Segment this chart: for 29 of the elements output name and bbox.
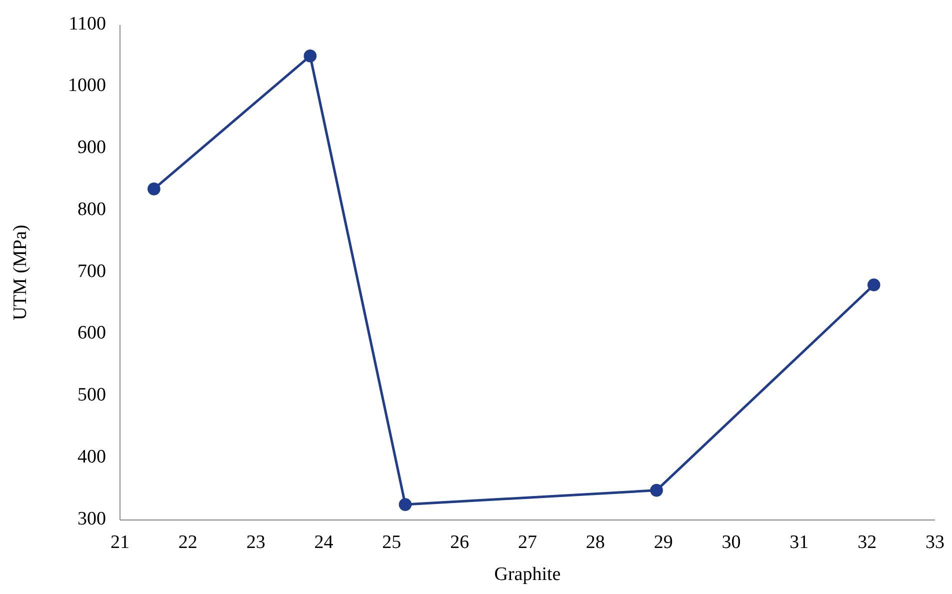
y-tick-label: 1000 (68, 75, 106, 96)
x-tick-label: 29 (654, 532, 673, 553)
point (398, 498, 412, 511)
y-tick-label: 400 (78, 446, 106, 468)
y-tick-label: 300 (78, 508, 106, 530)
y-tick-label: 600 (78, 322, 106, 344)
point (867, 278, 880, 292)
x-tick-label: 28 (586, 532, 605, 553)
x-tick-label: 24 (314, 532, 334, 553)
x-tick-label: 23 (246, 532, 266, 553)
y-tick-label: 800 (78, 198, 106, 220)
y-tick-label: 900 (78, 137, 106, 158)
point (650, 484, 663, 497)
y-tick-label: 700 (78, 260, 106, 282)
x-tick-label: 26 (450, 532, 470, 553)
x-axis-title: Graphite (494, 564, 561, 585)
x-tick-label: 22 (178, 532, 198, 553)
x-tick-label: 33 (926, 532, 944, 553)
x-tick-label: 32 (858, 532, 877, 553)
y-tick-label: 1100 (68, 13, 106, 34)
x-tick-label: 21 (110, 532, 130, 553)
x-tick-label: 30 (722, 532, 741, 553)
x-tick-label: 25 (382, 532, 402, 553)
y-axis-title: UTM (MPa) (10, 224, 31, 320)
point (148, 182, 160, 196)
y-tick-label: 500 (78, 384, 106, 406)
point (304, 50, 317, 62)
x-tick-label: 27 (518, 532, 537, 553)
x-tick-label: 31 (790, 532, 809, 553)
